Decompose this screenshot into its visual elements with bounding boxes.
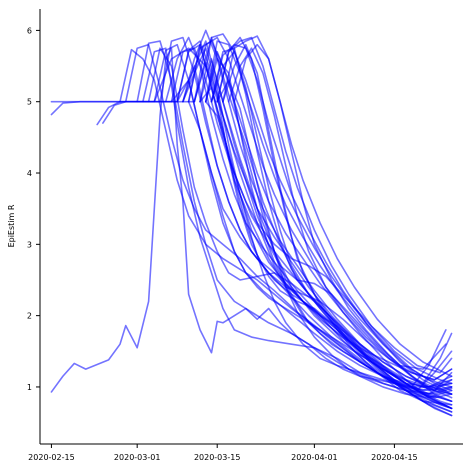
x-tick-label: 2020-03-15 — [194, 453, 241, 462]
series-line-38 — [187, 100, 453, 395]
y-axis-title: EpiEstim R — [7, 204, 16, 247]
x-tick-label: 2020-02-15 — [28, 453, 75, 462]
series-line-22 — [216, 36, 453, 385]
axes-layer — [39, 9, 463, 445]
series-line-30 — [216, 36, 453, 392]
series-line-20 — [204, 40, 453, 388]
y-tick-label: 1 — [27, 383, 32, 392]
y-tick-label: 5 — [27, 98, 32, 107]
x-tick-label: 2020-04-15 — [371, 453, 418, 462]
series-line-23 — [222, 35, 453, 378]
y-ticks: 1 2 3 4 5 6 — [27, 26, 40, 392]
series-line-41 — [182, 47, 453, 381]
y-tick-label: 6 — [27, 26, 32, 35]
series-line-40 — [216, 79, 453, 403]
series-line-11 — [153, 43, 453, 403]
x-tick-label: 2020-04-01 — [291, 453, 338, 462]
series-line-10 — [147, 47, 453, 388]
y-tick-label: 4 — [27, 169, 32, 178]
series-line-36 — [227, 47, 453, 410]
series-layer — [50, 29, 453, 417]
x-ticks: 2020-02-15 2020-03-01 2020-03-15 2020-04-01… — [28, 444, 418, 462]
x-tick-label: 2020-03-01 — [114, 453, 161, 462]
y-tick-label: 2 — [27, 312, 32, 321]
y-tick-label: 3 — [27, 240, 32, 249]
series-line-21 — [210, 43, 453, 392]
series-line-1 — [50, 47, 447, 393]
